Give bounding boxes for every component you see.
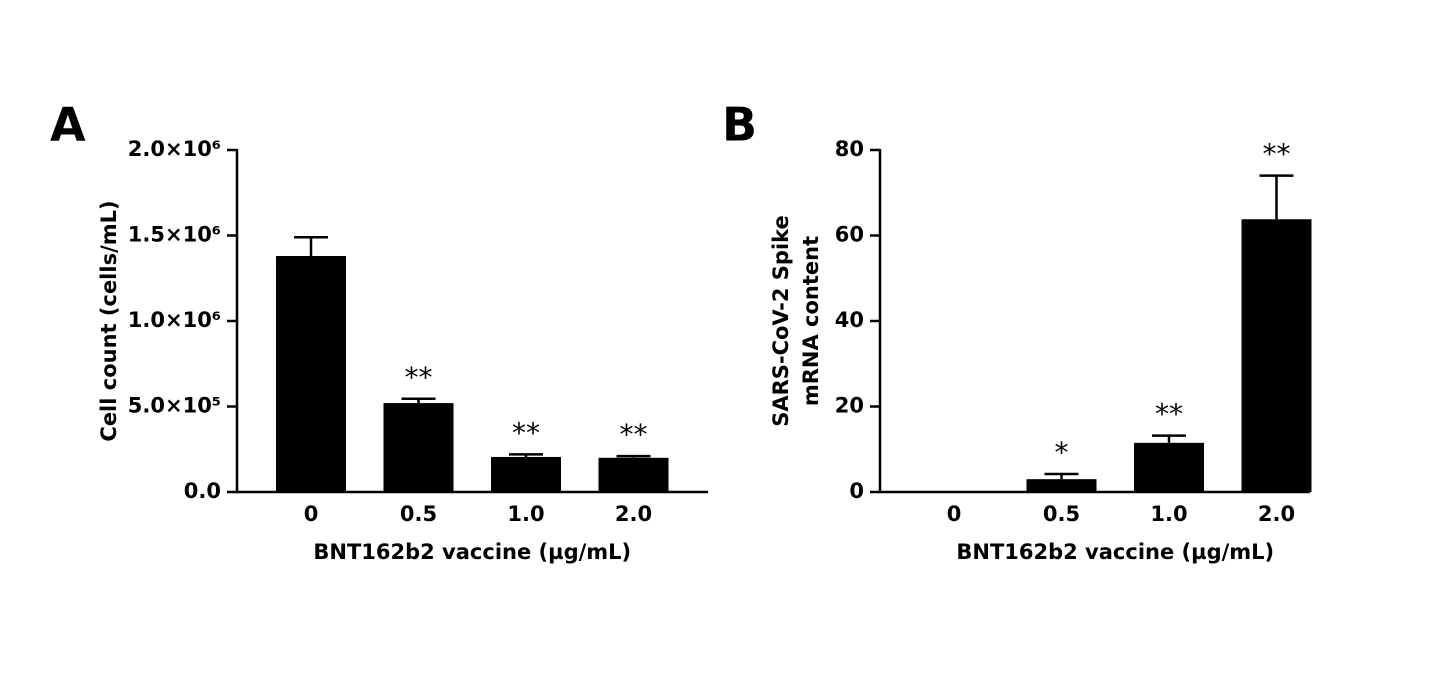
x-tick-label: 0	[304, 502, 319, 526]
bar	[598, 457, 669, 492]
bar	[276, 256, 346, 492]
panel-label: A	[50, 98, 86, 152]
y-tick-label: 80	[835, 137, 864, 161]
y-tick-label: 2.0×10⁶	[128, 137, 221, 161]
x-tick-label: 2.0	[1258, 502, 1295, 526]
significance-label: **	[620, 418, 648, 451]
y-axis-label: SARS-CoV-2 Spike	[769, 215, 793, 427]
significance-label: **	[512, 416, 540, 449]
x-axis-label: BNT162b2 vaccine (µg/mL)	[956, 540, 1274, 564]
y-tick-label: 20	[835, 394, 864, 418]
x-tick-label: 0.5	[400, 502, 437, 526]
y-tick-label: 0	[849, 479, 864, 503]
y-tick-label: 1.0×10⁶	[128, 308, 221, 332]
significance-label: **	[1155, 398, 1183, 431]
bar	[383, 403, 454, 492]
y-tick-label: 60	[835, 223, 864, 247]
y-axis-label: Cell count (cells/mL)	[97, 200, 121, 441]
x-tick-label: 2.0	[615, 502, 652, 526]
x-tick-label: 0.5	[1043, 502, 1080, 526]
x-tick-label: 1.0	[1150, 502, 1187, 526]
significance-label: **	[1263, 138, 1291, 171]
y-tick-label: 40	[835, 308, 864, 332]
y-tick-label: 5.0×10⁵	[128, 394, 221, 418]
bar	[1241, 219, 1312, 492]
x-tick-label: 0	[947, 502, 962, 526]
bar	[1134, 442, 1204, 492]
significance-label: *	[1055, 436, 1069, 469]
y-axis-label: mRNA content	[799, 236, 823, 406]
x-axis-label: BNT162b2 vaccine (µg/mL)	[313, 540, 631, 564]
y-tick-label: 0.0	[184, 479, 221, 503]
panel-label: B	[722, 98, 757, 152]
x-tick-label: 1.0	[507, 502, 544, 526]
bar	[1026, 479, 1097, 492]
significance-label: **	[405, 361, 433, 394]
bar	[491, 456, 561, 492]
y-tick-label: 1.5×10⁶	[128, 223, 221, 247]
